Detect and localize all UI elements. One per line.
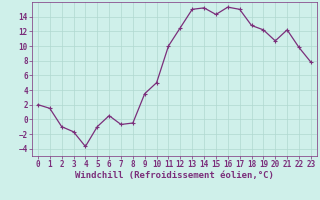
X-axis label: Windchill (Refroidissement éolien,°C): Windchill (Refroidissement éolien,°C) [75,171,274,180]
